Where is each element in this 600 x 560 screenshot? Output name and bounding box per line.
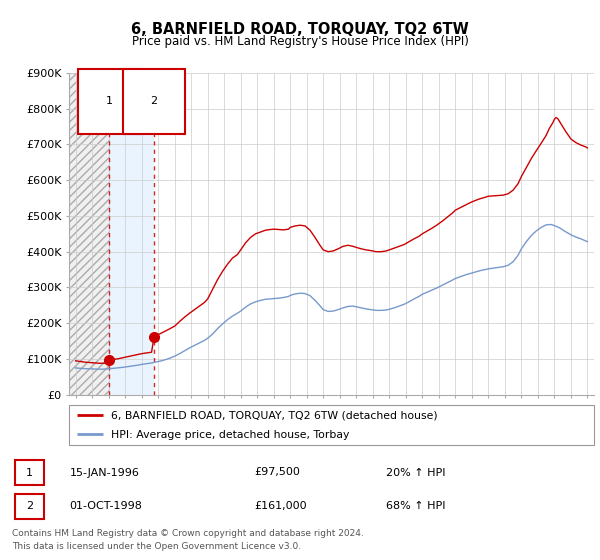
Text: 68% ↑ HPI: 68% ↑ HPI	[386, 501, 446, 511]
Text: This data is licensed under the Open Government Licence v3.0.: This data is licensed under the Open Gov…	[12, 542, 301, 550]
Text: 6, BARNFIELD ROAD, TORQUAY, TQ2 6TW: 6, BARNFIELD ROAD, TORQUAY, TQ2 6TW	[131, 22, 469, 38]
Text: 1: 1	[26, 468, 33, 478]
Text: 2: 2	[151, 96, 158, 106]
Text: HPI: Average price, detached house, Torbay: HPI: Average price, detached house, Torb…	[111, 430, 349, 440]
Bar	[109, 73, 154, 395]
Text: £161,000: £161,000	[254, 501, 307, 511]
Text: £97,500: £97,500	[254, 468, 300, 478]
Text: Contains HM Land Registry data © Crown copyright and database right 2024.: Contains HM Land Registry data © Crown c…	[12, 529, 364, 538]
Text: 1: 1	[106, 96, 113, 106]
Text: 15-JAN-1996: 15-JAN-1996	[70, 468, 139, 478]
Bar	[69, 73, 109, 395]
Text: 2: 2	[26, 501, 33, 511]
Text: 01-OCT-1998: 01-OCT-1998	[70, 501, 142, 511]
Text: Price paid vs. HM Land Registry's House Price Index (HPI): Price paid vs. HM Land Registry's House …	[131, 35, 469, 48]
Text: 6, BARNFIELD ROAD, TORQUAY, TQ2 6TW (detached house): 6, BARNFIELD ROAD, TORQUAY, TQ2 6TW (det…	[111, 411, 437, 421]
FancyBboxPatch shape	[15, 460, 44, 485]
Text: 20% ↑ HPI: 20% ↑ HPI	[386, 468, 446, 478]
FancyBboxPatch shape	[15, 493, 44, 519]
